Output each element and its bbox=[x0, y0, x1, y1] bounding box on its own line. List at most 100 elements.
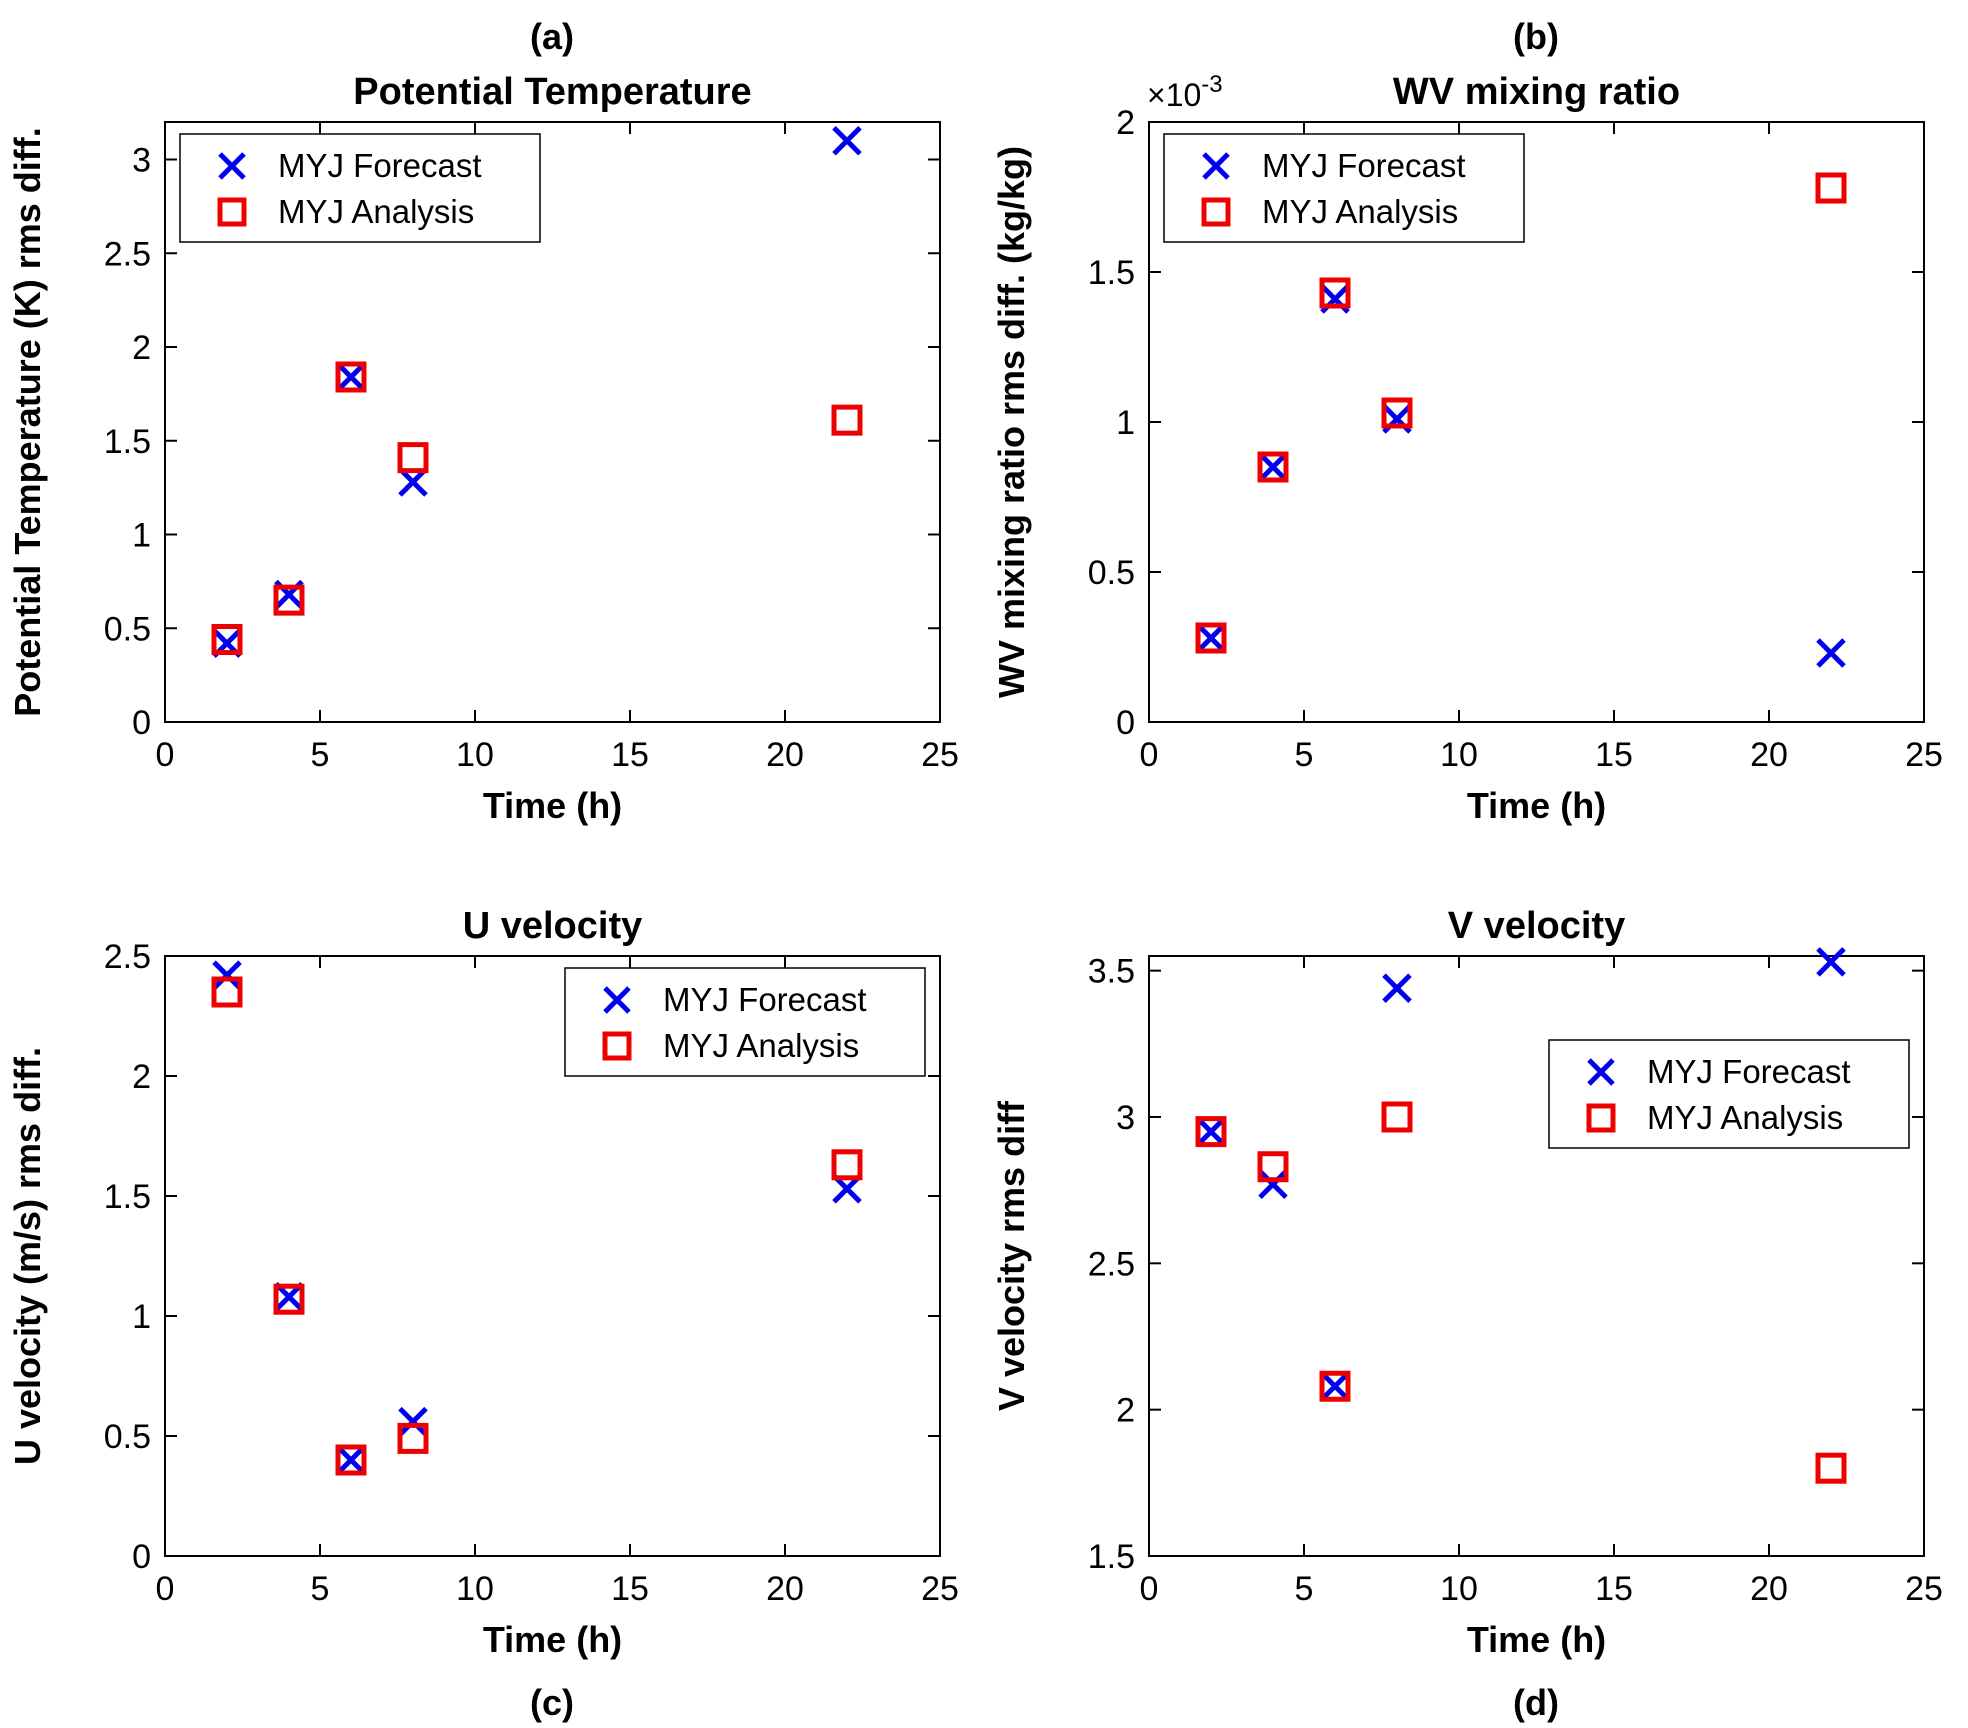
y-tick-label: 0.5 bbox=[1088, 554, 1135, 592]
forecast-x-marker bbox=[1816, 947, 1846, 977]
x-tick-label: 25 bbox=[1905, 736, 1943, 774]
forecast-x-marker bbox=[398, 467, 428, 497]
y-axis-label: U velocity (m/s) rms diff. bbox=[7, 1047, 48, 1465]
forecast-x-marker bbox=[1258, 452, 1288, 482]
forecast-x-marker bbox=[1258, 1169, 1288, 1200]
analysis-square-marker bbox=[273, 1283, 305, 1315]
legend-x-marker bbox=[1587, 1058, 1615, 1086]
x-tick-label: 10 bbox=[1440, 1570, 1478, 1608]
forecast-x-marker bbox=[1382, 973, 1412, 1003]
analysis-square-marker bbox=[1257, 451, 1289, 483]
forecast-x-marker bbox=[1196, 623, 1226, 653]
legend-x-marker bbox=[603, 986, 631, 1014]
x-tick-label: 25 bbox=[1905, 1570, 1943, 1608]
x-tick-label: 0 bbox=[156, 1570, 175, 1608]
y-tick-label: 1.5 bbox=[104, 1178, 151, 1216]
analysis-square-marker bbox=[397, 1422, 429, 1454]
y-tick-label: 0 bbox=[132, 704, 151, 742]
chart-wv-mixing-ratio: 0 5 10 15 20 25 0 0.5 1 1.5 2 WV mixing ratio Time (… bbox=[991, 71, 1943, 826]
x-tick-label: 0 bbox=[156, 736, 175, 774]
x-tick-label: 20 bbox=[766, 1570, 804, 1608]
analysis-square-marker bbox=[273, 584, 305, 616]
x-tick-label: 5 bbox=[1295, 736, 1314, 774]
x-axis-label: Time (h) bbox=[1467, 1619, 1606, 1660]
analysis-square-marker bbox=[1381, 397, 1413, 429]
forecast-x-marker bbox=[1320, 1371, 1350, 1402]
y-tick-label: 2.5 bbox=[104, 235, 151, 273]
panel-label-b: (b) bbox=[1513, 16, 1559, 57]
legend-label: MYJ Forecast bbox=[278, 147, 482, 184]
panel-d: 0 5 10 15 20 25 1.5 2 2.5 3 3.5 V velocity Time (h) V… bbox=[984, 892, 1968, 1728]
legend-label: MYJ Forecast bbox=[1262, 147, 1466, 184]
y-tick-label: 3 bbox=[132, 142, 151, 180]
x-tick-label: 25 bbox=[921, 1570, 959, 1608]
analysis-square-marker bbox=[1195, 1116, 1227, 1148]
legend-label: MYJ Analysis bbox=[278, 193, 474, 230]
x-tick-label: 20 bbox=[1750, 736, 1788, 774]
y-tick-label: 1.5 bbox=[104, 423, 151, 461]
x-tick-label: 15 bbox=[611, 736, 649, 774]
chart-u-velocity: 0 5 10 15 20 25 0 0.5 1 1.5 2 2.5 U velocity Time (h)… bbox=[7, 905, 959, 1660]
analysis-square-marker bbox=[211, 624, 243, 655]
chart-title: WV mixing ratio bbox=[1393, 71, 1680, 113]
legend-label: MYJ Analysis bbox=[663, 1027, 859, 1064]
y-tick-label: 1 bbox=[132, 517, 151, 555]
panel-label-d: (d) bbox=[1513, 1682, 1559, 1723]
x-tick-label: 0 bbox=[1140, 1570, 1159, 1608]
axes-box bbox=[164, 121, 941, 723]
y-tick-label: 0 bbox=[132, 1538, 151, 1576]
y-tick-label: 3.5 bbox=[1088, 953, 1135, 991]
forecast-x-marker bbox=[1196, 1116, 1226, 1147]
x-tick-label: 10 bbox=[1440, 736, 1478, 774]
legend-label: MYJ Analysis bbox=[1262, 193, 1458, 230]
y-tick-label: 2 bbox=[1116, 1392, 1135, 1430]
y-tick-label: 0.5 bbox=[104, 1418, 151, 1456]
chart-title: V velocity bbox=[1448, 905, 1625, 947]
forecast-x-marker bbox=[336, 1445, 366, 1475]
x-axis-label: Time (h) bbox=[483, 1619, 622, 1660]
panel-label-a: (a) bbox=[530, 16, 574, 57]
forecast-x-marker bbox=[832, 125, 862, 156]
legend-x-marker bbox=[218, 152, 246, 180]
chart-title: U velocity bbox=[463, 905, 643, 947]
legend-square-marker bbox=[1586, 1103, 1616, 1133]
legend-square-marker bbox=[602, 1031, 632, 1061]
y-tick-label: 2 bbox=[132, 329, 151, 367]
axes-box bbox=[164, 955, 941, 1557]
analysis-square-marker bbox=[211, 976, 243, 1008]
x-tick-label: 15 bbox=[1595, 736, 1633, 774]
y-tick-label: 1 bbox=[132, 1298, 151, 1336]
panel-b: (b) 0 5 10 15 20 25 0 0.5 1 1.5 2 WV mixing ratio Ti… bbox=[984, 16, 1968, 852]
y-tick-label: 2.5 bbox=[1088, 1245, 1135, 1283]
y-tick-label: 2 bbox=[1116, 104, 1135, 142]
analysis-square-marker bbox=[1319, 1370, 1351, 1402]
forecast-x-marker bbox=[336, 362, 366, 392]
analysis-square-marker bbox=[1319, 277, 1351, 309]
y-tick-label: 3 bbox=[1116, 1099, 1135, 1137]
analysis-square-marker bbox=[831, 404, 863, 436]
panel-label-c: (c) bbox=[530, 1682, 574, 1723]
legend-square-marker bbox=[1201, 197, 1231, 227]
y-tick-label: 0 bbox=[1116, 704, 1135, 742]
forecast-x-marker bbox=[1816, 638, 1846, 668]
analysis-square-marker bbox=[1381, 1101, 1413, 1133]
panel-a: (a) 0 5 10 15 20 25 0 0.5 1 1.5 2 2.5 3 Potential Tem… bbox=[0, 16, 984, 852]
y-tick-label: 1.5 bbox=[1088, 1538, 1135, 1576]
y-axis-label: V velocity rms diff bbox=[991, 1100, 1032, 1411]
y-tick-label: 2.5 bbox=[104, 938, 151, 976]
x-tick-label: 20 bbox=[1750, 1570, 1788, 1608]
analysis-square-marker bbox=[335, 361, 367, 393]
legend-square-marker bbox=[217, 197, 247, 227]
analysis-square-marker bbox=[1257, 1151, 1289, 1183]
forecast-x-marker bbox=[398, 1406, 428, 1437]
legend-label: MYJ Forecast bbox=[663, 981, 867, 1018]
x-tick-label: 20 bbox=[766, 736, 804, 774]
x-tick-label: 5 bbox=[311, 736, 330, 774]
y-axis-label: WV mixing ratio rms diff. (kg/kg) bbox=[991, 146, 1032, 698]
analysis-square-marker bbox=[397, 442, 429, 474]
analysis-square-marker bbox=[1195, 622, 1227, 654]
panel-c: 0 5 10 15 20 25 0 0.5 1 1.5 2 2.5 U velocity Time (h)… bbox=[0, 892, 984, 1728]
legend-x-marker bbox=[1202, 152, 1230, 180]
legend-label: MYJ Analysis bbox=[1647, 1099, 1843, 1136]
y-tick-label: 2 bbox=[132, 1058, 151, 1096]
